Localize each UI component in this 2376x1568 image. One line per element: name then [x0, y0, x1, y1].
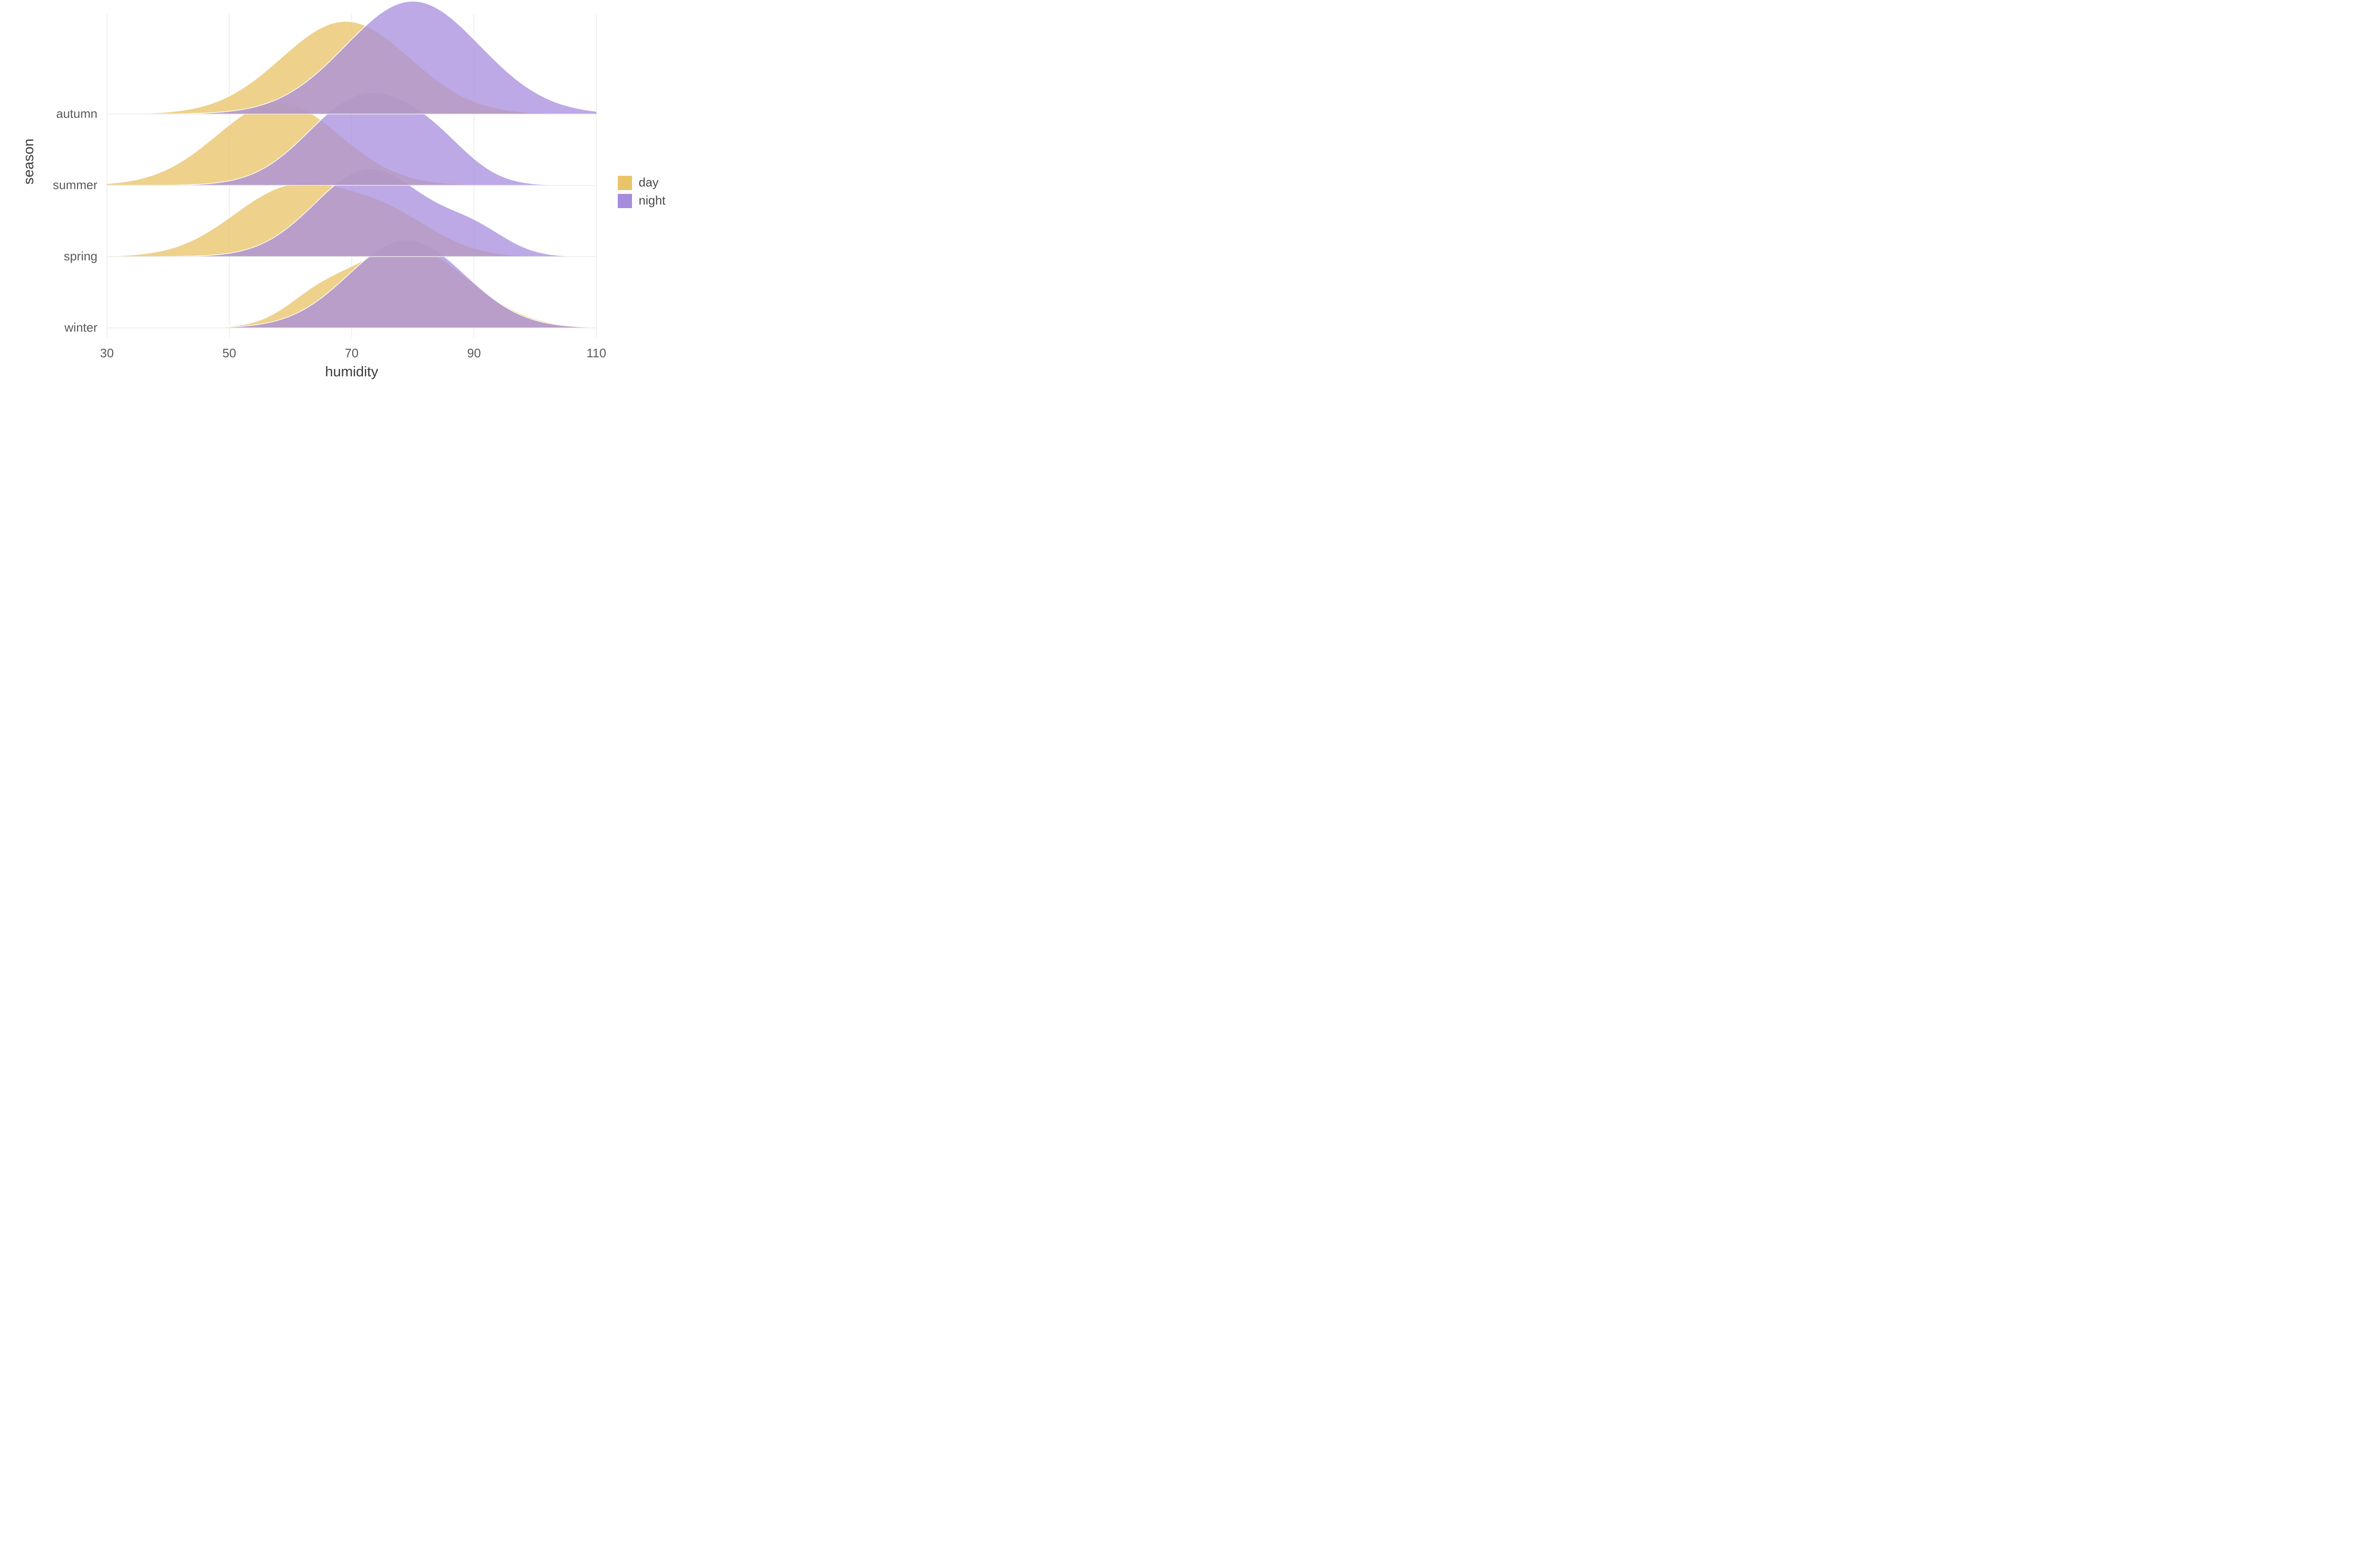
- chart-svg: 30 50 70 90 110 humidity season winter spring sum…: [0, 0, 703, 387]
- y-tick-label: spring: [64, 249, 97, 263]
- legend-swatch-day: [618, 176, 632, 190]
- y-tick-label: autumn: [56, 106, 97, 121]
- y-tick-label: winter: [64, 320, 98, 335]
- x-tick-label: 90: [467, 346, 481, 360]
- x-tick-label: 110: [586, 346, 606, 360]
- ridgeline-chart: 30 50 70 90 110 humidity season winter spring sum…: [0, 0, 703, 387]
- x-axis-title: humidity: [325, 364, 378, 380]
- y-axis-title: season: [21, 139, 37, 185]
- x-tick-label: 50: [222, 346, 236, 360]
- legend-swatch-night: [618, 194, 632, 208]
- y-tick-label: summer: [53, 178, 97, 192]
- legend-label-day: day: [639, 175, 659, 190]
- ridges: [107, 1, 596, 328]
- legend: day night: [618, 175, 666, 209]
- x-tick-label: 70: [345, 346, 359, 360]
- x-tick-label: 30: [100, 346, 114, 360]
- legend-label-night: night: [639, 193, 666, 208]
